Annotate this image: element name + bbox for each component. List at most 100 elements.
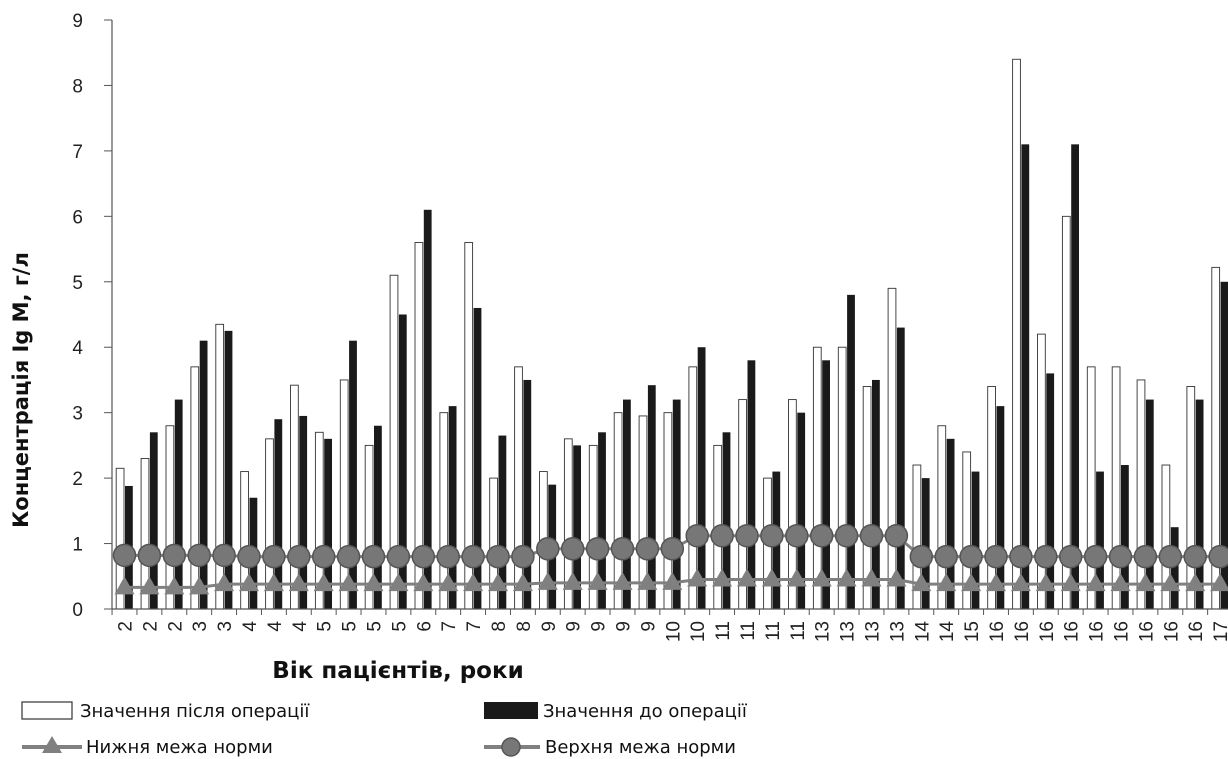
lower-limit-marker [1085, 573, 1106, 592]
bar-before [747, 360, 756, 609]
x-tick-label: 7 [464, 621, 485, 632]
bar-before [921, 478, 930, 609]
x-tick-label: 16 [1186, 621, 1207, 642]
x-tick-label: 16 [1161, 621, 1182, 642]
bar-before [1096, 471, 1104, 609]
x-tick-label: 11 [788, 621, 809, 641]
bar-before [398, 314, 407, 609]
bar-before [1121, 465, 1129, 609]
x-tick-label: 17 [1211, 621, 1228, 642]
y-tick-label: 7 [72, 142, 83, 163]
upper-limit-marker [610, 537, 635, 561]
x-tick-label: 13 [887, 621, 908, 642]
bar-before [996, 406, 1005, 609]
lower-limit-marker [139, 576, 160, 595]
lower-limit-marker [687, 568, 708, 587]
axes [111, 20, 1228, 610]
upper-limit-marker [112, 543, 137, 568]
upper-limit-marker [137, 543, 162, 568]
x-tick-label: 3 [215, 621, 236, 632]
lower-limit-marker [911, 573, 932, 592]
upper-limit-marker [162, 543, 187, 568]
bar-before [797, 412, 806, 609]
lower-limit-marker [537, 571, 558, 590]
upper-limit-marker [660, 537, 685, 561]
x-tick-label: 16 [1136, 621, 1157, 642]
x-tick-label: 16 [1012, 621, 1033, 642]
bar-before [722, 432, 731, 609]
legend-triangle-marker [42, 736, 62, 753]
x-tick-label: 16 [987, 621, 1008, 642]
x-tick-label: 4 [265, 621, 286, 632]
bar-before [1195, 399, 1204, 609]
lower-limit-marker [861, 568, 882, 587]
lower-limit-marker [811, 568, 832, 587]
x-tick-label: 10 [688, 621, 709, 642]
x-tick-label: 16 [1062, 621, 1083, 642]
bar-after [887, 287, 897, 610]
bar-before [697, 347, 706, 609]
bar-after [514, 366, 523, 610]
upper-limit-marker [1034, 544, 1058, 569]
bar-before [1071, 144, 1079, 609]
upper-limit-marker [336, 544, 361, 569]
upper-limit-marker [187, 543, 211, 568]
x-tick-label: 14 [937, 621, 958, 643]
upper-limit-marker [511, 544, 535, 569]
bar-before [672, 399, 681, 609]
upper-limit-marker [834, 523, 859, 548]
y-tick-label: 1 [72, 535, 83, 556]
upper-limit-marker [536, 537, 560, 561]
lower-limit-marker [1210, 573, 1228, 592]
bars [115, 58, 1228, 610]
x-tick-label: 11 [738, 621, 759, 641]
x-tick-label: 9 [589, 621, 610, 632]
bar-before [423, 209, 432, 610]
bar-before [872, 379, 880, 609]
bar-before [1220, 281, 1228, 609]
x-tick-label: 5 [365, 621, 386, 632]
lower-limit-marker [114, 576, 135, 595]
x-tick-label: 8 [514, 621, 535, 632]
upper-limit-marker [311, 544, 336, 569]
x-tick-label: 4 [290, 621, 311, 632]
upper-limit-marker [585, 537, 610, 561]
bar-before [1046, 373, 1055, 609]
lower-limit-marker [189, 576, 210, 595]
bar-before [473, 307, 482, 609]
bar-before [299, 415, 308, 609]
bar-before [498, 435, 507, 609]
x-tick-label: 11 [763, 621, 784, 641]
x-tick-label: 5 [340, 621, 361, 632]
lower-limit-marker [1160, 573, 1181, 592]
y-tick-label: 4 [72, 338, 83, 359]
lower-limit-marker [263, 573, 284, 592]
x-tick-label: 5 [389, 621, 410, 632]
lower-limit-marker [512, 573, 533, 592]
bar-after [1186, 386, 1196, 610]
upper-limit-marker [859, 523, 884, 548]
x-tick-label: 6 [414, 621, 435, 632]
lower-limit-marker [886, 568, 907, 587]
x-tick-label: 9 [564, 621, 585, 632]
bar-before [896, 327, 905, 609]
lower-limit-marker [214, 573, 235, 592]
upper-limit-marker [436, 544, 460, 569]
bar-before [1145, 399, 1154, 609]
lower-limit-marker [1110, 573, 1131, 592]
bar-before [149, 432, 158, 609]
upper-limit-marker [262, 544, 286, 569]
upper-limit-marker [237, 544, 261, 569]
lower-limit-marker [761, 568, 782, 587]
lower-limit-marker [363, 573, 384, 592]
x-tick-label: 9 [614, 621, 635, 632]
y-tick-label: 6 [72, 207, 83, 228]
y-tick-label: 8 [72, 76, 83, 97]
lower-limit-marker [612, 571, 633, 590]
bar-before [598, 432, 606, 609]
x-tick-label: 5 [315, 621, 336, 632]
bar-before [647, 385, 656, 609]
upper-limit-marker [461, 544, 485, 569]
lower-limit-marker [986, 573, 1006, 592]
bar-after [1012, 58, 1021, 610]
